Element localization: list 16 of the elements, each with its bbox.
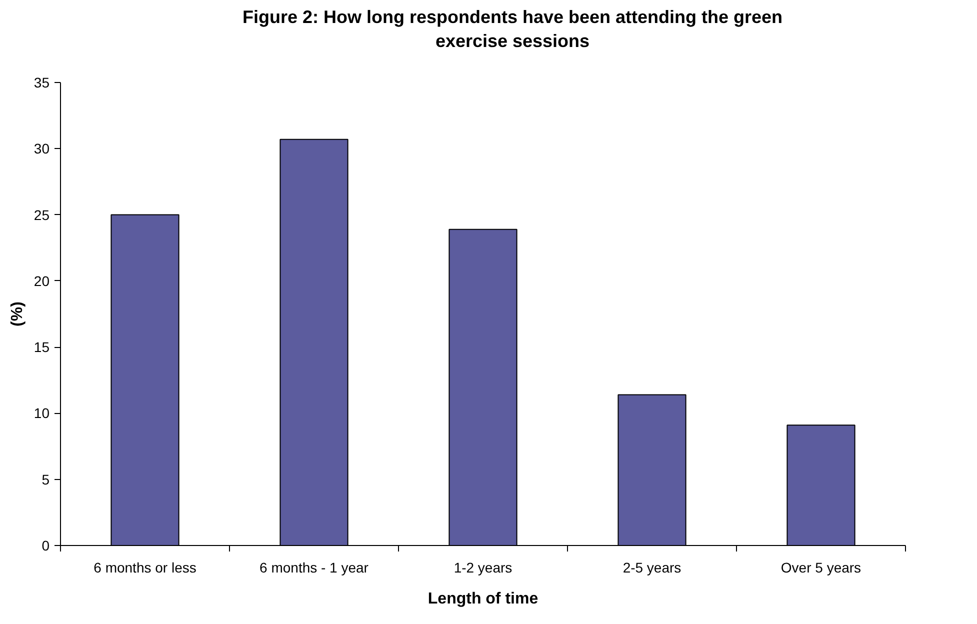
y-tick-label: 35 [34,74,50,90]
y-tick-label: 20 [34,272,50,289]
y-tick-label: 5 [42,471,50,488]
y-tick-label: 0 [42,538,50,554]
y-tick-label: 10 [34,405,50,422]
y-axis-title: (%) [8,302,26,326]
x-axis-title: Length of time [428,590,538,608]
x-tick-label: Over 5 years [780,560,862,576]
x-tick-label: 1-2 years [454,560,512,576]
y-tick-label: 15 [34,339,50,356]
chart-title: Figure 2: How long respondents have been attending the green exercise sessions [242,6,783,53]
x-tick-label: 2-5 years [622,560,682,576]
y-tick-label: 30 [34,140,50,157]
x-tick-label: 6 months - 1 year [260,560,369,576]
y-tick-label: 25 [34,206,50,223]
x-tick-label: 6 months or less [94,560,196,576]
